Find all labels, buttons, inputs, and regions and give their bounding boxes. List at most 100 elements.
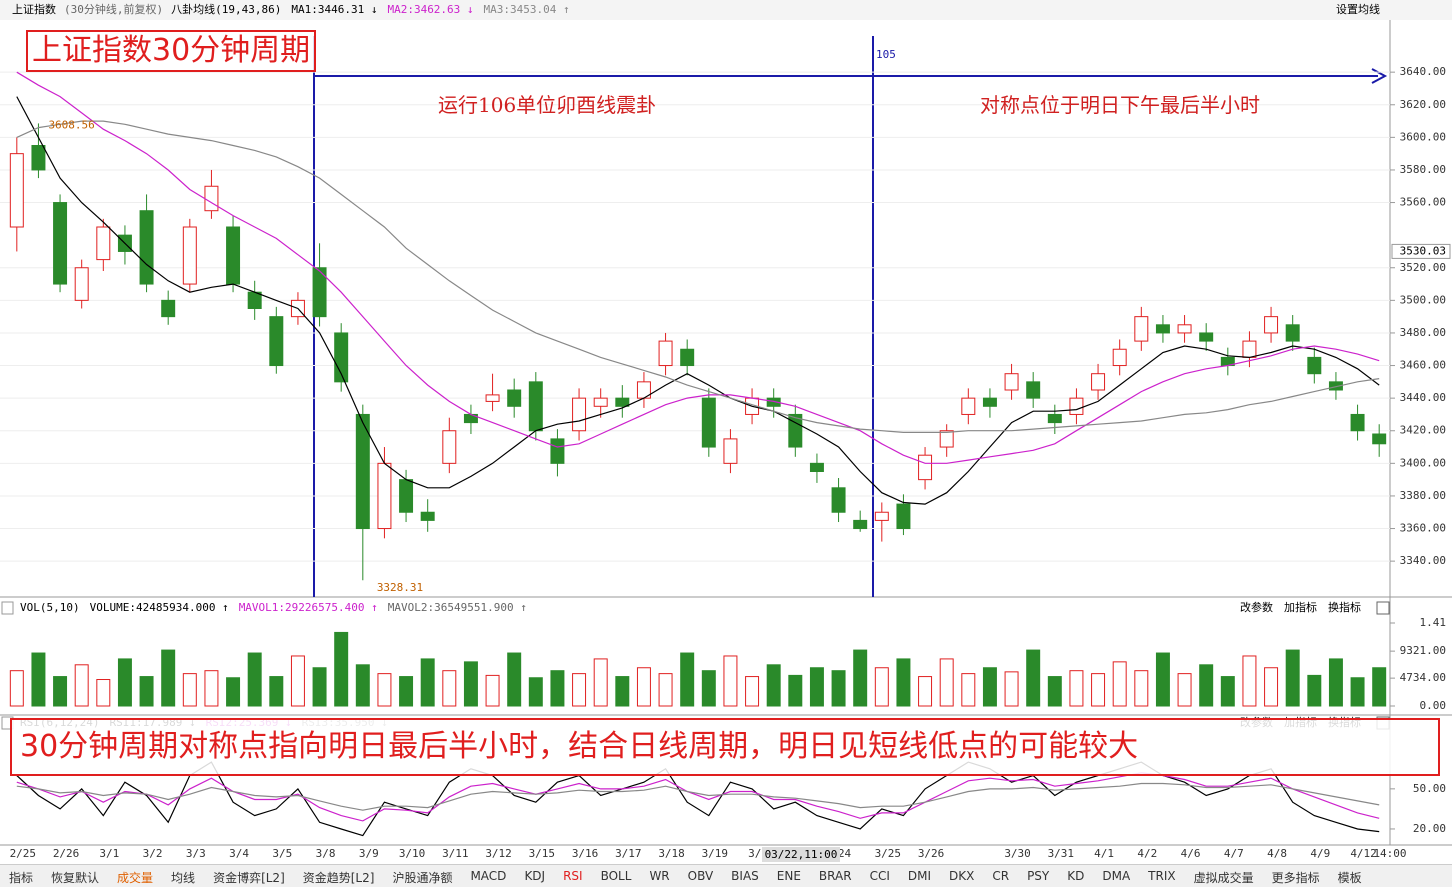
volume-bar (182, 673, 197, 707)
candle-body (507, 389, 522, 407)
tab[interactable]: 模板 (1337, 871, 1362, 885)
x-tick-label: 3/8 (316, 847, 336, 860)
volume-bar (1069, 670, 1084, 707)
candle-body (896, 503, 911, 530)
crosshair-label: 03/22,11:00 (765, 848, 838, 861)
y-tick-label: 0.00 (1420, 699, 1447, 712)
tab[interactable]: KD (1067, 869, 1085, 883)
tab[interactable]: 更多指标 (1271, 871, 1320, 885)
volume-bar (1134, 670, 1149, 707)
volume-bar (874, 667, 889, 707)
tab[interactable]: BIAS (731, 869, 759, 883)
volume-bar (701, 670, 716, 707)
volume-bar (1155, 652, 1170, 707)
candle-body (334, 332, 349, 383)
tab[interactable]: KDJ (524, 869, 546, 883)
tab[interactable]: 资金趋势[L2] (302, 871, 375, 885)
tab[interactable]: 成交量 (117, 871, 154, 885)
x-tick-label: 3/15 (529, 847, 556, 860)
candle-body (593, 397, 608, 407)
candle-body (918, 454, 933, 481)
volume-bar (982, 667, 997, 707)
volume-bar (442, 670, 457, 707)
tab[interactable]: OBV (687, 869, 714, 883)
tab[interactable]: RSI (563, 869, 583, 883)
y-tick-label: 9321.00 (1400, 644, 1446, 657)
volume-bar (615, 676, 630, 707)
candle-body (247, 291, 262, 309)
candle-body (1285, 324, 1300, 342)
volume-bar (658, 673, 673, 707)
x-tick-label: 3/1 (99, 847, 119, 860)
volume-bar (1004, 671, 1019, 707)
x-tick-label: 24 (838, 847, 852, 860)
candle-body (1091, 373, 1106, 391)
candle-body (74, 267, 89, 301)
tab[interactable]: 恢复默认 (51, 871, 100, 885)
tab[interactable]: MACD (470, 869, 507, 883)
y-tick-label: 3460.00 (1400, 359, 1446, 372)
tab[interactable]: 虚拟成交量 (1193, 871, 1254, 885)
tab[interactable]: WR (649, 869, 670, 883)
candle-body (550, 438, 565, 464)
arrow-head (1371, 68, 1388, 84)
volume-bar (1372, 667, 1387, 707)
tab[interactable]: ENE (776, 869, 801, 883)
tab[interactable]: BRAR (818, 869, 852, 883)
volume-bar (290, 655, 305, 707)
volume-bar (1026, 649, 1041, 707)
candle-body (874, 511, 889, 521)
candle-body (1350, 413, 1365, 432)
volume-bar (745, 676, 760, 707)
x-tick-label: 3/5 (272, 847, 292, 860)
crosshair-box (762, 847, 840, 862)
tab[interactable]: TRIX (1148, 869, 1176, 883)
ma-line (16, 71, 1380, 464)
volume-bar (1199, 664, 1214, 707)
tab[interactable]: BOLL (600, 869, 632, 883)
volume-bar (507, 652, 522, 707)
candle-body (1112, 348, 1127, 367)
tab[interactable]: DKX (949, 869, 975, 883)
tab[interactable]: DMI (907, 869, 931, 883)
y-tick-label: 3480.00 (1400, 326, 1446, 339)
x-tick-label: 3/19 (702, 847, 729, 860)
candle-body (1004, 373, 1019, 391)
volume-bar (809, 667, 824, 707)
tab[interactable]: 指标 (9, 871, 34, 885)
tab[interactable]: PSY (1027, 869, 1050, 883)
candle-body (1307, 356, 1322, 375)
candle-body (680, 348, 695, 367)
volume-bar (961, 673, 976, 707)
volume-bar (853, 649, 868, 707)
tab[interactable]: 沪股通净额 (392, 871, 453, 885)
y-tick-label: 3400.00 (1400, 456, 1446, 469)
last-price-box (1391, 243, 1451, 259)
settings: 设置均线 (1336, 2, 1380, 16)
volume-bar (117, 658, 132, 707)
legend-entry: MA3:3453.04 ↑ (484, 3, 570, 16)
candle-body (9, 153, 24, 228)
help-icon (1, 601, 14, 615)
volume-bar (918, 676, 933, 707)
volume-bar (226, 677, 241, 707)
legend-entry: MAVOL2:36549551.900 ↑ (388, 601, 527, 614)
tab[interactable]: 资金博弈[L2] (213, 871, 285, 885)
volume-bar (593, 658, 608, 707)
tab[interactable]: 均线 (171, 871, 196, 885)
tab[interactable]: CCI (869, 869, 890, 883)
x-tick-label: 3/25 (875, 847, 902, 860)
line-label: 105 (876, 48, 896, 61)
volume-bar (463, 661, 478, 707)
header-item: 八卦均线(19,43,86) (171, 2, 281, 16)
candle-body (420, 511, 435, 521)
panel-title: VOL(5,10) (20, 601, 80, 614)
volume-bar (1307, 674, 1322, 707)
candle-body (853, 519, 868, 530)
panel-button: 换指标 (1328, 600, 1361, 614)
candle-body (485, 394, 500, 402)
panel-button: 加指标 (1284, 600, 1317, 614)
tab[interactable]: DMA (1102, 869, 1131, 883)
tab[interactable]: CR (992, 869, 1010, 883)
